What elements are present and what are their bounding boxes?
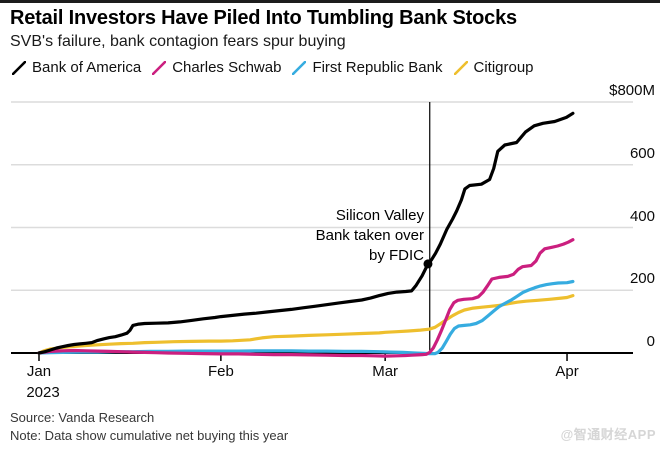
- x-axis-label: Feb: [207, 363, 234, 380]
- svb-annotation: Silicon Valley Bank taken over by FDIC: [316, 206, 424, 266]
- series-slash-icon: [292, 60, 307, 75]
- y-axis-label: 400: [629, 207, 655, 225]
- event-marker-dot: [423, 259, 433, 269]
- chart-subtitle: SVB's failure, bank contagion fears spur…: [10, 33, 346, 50]
- top-border-bar: [0, 0, 660, 3]
- series-line-bank-of-america: [37, 111, 575, 355]
- legend-label: Bank of America: [32, 59, 142, 76]
- legend-item: Charles Schwab: [152, 59, 281, 76]
- legend-item: First Republic Bank: [292, 59, 443, 76]
- annotation-line: by FDIC: [368, 247, 424, 264]
- x-axis-label: Jan: [26, 363, 52, 380]
- y-axis-label: 600: [629, 144, 655, 162]
- annotation-line: Silicon Valley: [335, 207, 424, 224]
- legend-item: Citigroup: [453, 59, 534, 76]
- y-axis-label: 0: [646, 333, 655, 350]
- annotation-line: Bank taken over: [315, 227, 424, 244]
- watermark-text: @智通财经APP: [560, 427, 656, 442]
- legend-label: First Republic Bank: [312, 59, 443, 76]
- legend: Bank of America Charles Schwab First Repub…: [12, 59, 534, 76]
- series-line-first-republic-bank: [37, 279, 575, 356]
- series-line-charles-schwab: [37, 238, 575, 358]
- x-axis-year-label: 2023: [26, 384, 60, 401]
- legend-item: Bank of America: [12, 59, 141, 76]
- x-axis-label: Mar: [372, 363, 399, 380]
- x-axis-label: Apr: [555, 363, 579, 380]
- note-text: Note: Data show cumulative net buying th…: [10, 428, 289, 443]
- legend-label: Charles Schwab: [172, 59, 282, 76]
- legend-label: Citigroup: [473, 59, 534, 76]
- y-axis-label: $800M: [609, 82, 655, 99]
- source-text: Source: Vanda Research: [10, 410, 155, 425]
- y-axis-label: 200: [629, 270, 655, 288]
- series-line-citigroup: [37, 294, 575, 355]
- series-slash-icon: [453, 60, 468, 75]
- chart-title: Retail Investors Have Piled Into Tumblin…: [10, 7, 517, 29]
- series-slash-icon: [12, 60, 26, 75]
- series-slash-icon: [152, 60, 167, 75]
